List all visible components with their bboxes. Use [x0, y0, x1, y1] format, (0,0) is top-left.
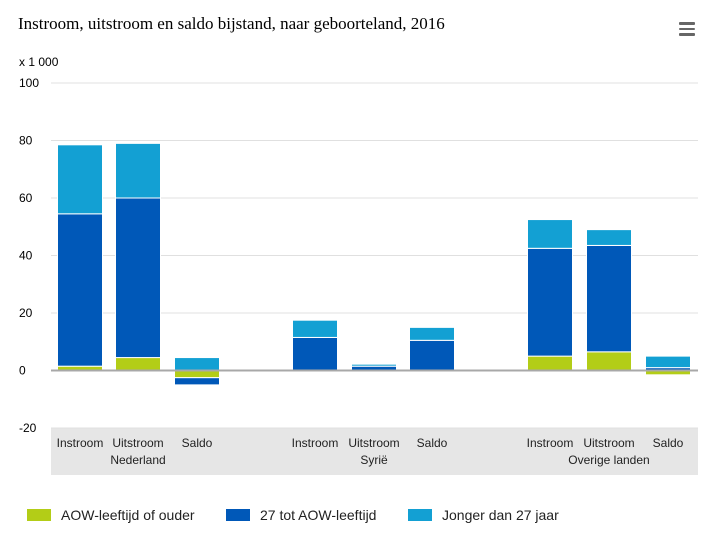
bar-segment	[351, 363, 397, 367]
x-tick-label: Saldo	[417, 436, 448, 450]
bar-segment	[115, 142, 161, 199]
chart-title: Instroom, uitstroom en saldo bijstand, n…	[18, 14, 445, 33]
bar-segment	[115, 197, 161, 359]
legend-swatch-jonger-27	[408, 509, 432, 521]
bar-segment	[174, 377, 220, 386]
x-tick-label: Syrië	[360, 453, 388, 467]
x-tick-label: Saldo	[182, 436, 213, 450]
x-tick-label: Instroom	[292, 436, 339, 450]
x-axis-label-band	[51, 428, 698, 475]
legend-label-27-aow: 27 tot AOW-leeftijd	[260, 507, 377, 523]
bar-segment	[292, 319, 338, 338]
y-tick-label: 100	[19, 76, 39, 90]
bar-segment	[174, 357, 220, 371]
hamburger-menu-icon[interactable]	[679, 22, 695, 36]
x-tick-label: Overige landen	[568, 453, 649, 467]
bar-segment	[527, 219, 573, 249]
y-tick-label: 0	[19, 364, 26, 378]
bar-segment	[409, 339, 455, 371]
legend-label-jonger-27: Jonger dan 27 jaar	[442, 507, 559, 523]
legend-item-jonger-27[interactable]: Jonger dan 27 jaar	[408, 505, 559, 525]
y-tick-label: 40	[19, 249, 33, 263]
bar-segment	[292, 336, 338, 371]
y-tick-label: 60	[19, 191, 33, 205]
bar-segment	[586, 351, 632, 371]
bar-segment	[527, 355, 573, 371]
x-tick-label: Instroom	[57, 436, 104, 450]
x-tick-label: Uitstroom	[348, 436, 399, 450]
x-tick-label: Nederland	[110, 453, 165, 467]
bar-segment	[57, 213, 103, 367]
bar-segment	[115, 357, 161, 371]
bar-segment	[174, 370, 220, 379]
x-tick-label: Uitstroom	[583, 436, 634, 450]
legend-swatch-aow	[27, 509, 51, 521]
legend-swatch-27-aow	[226, 509, 250, 521]
bar-segment	[527, 247, 573, 357]
y-tick-label: 20	[19, 306, 33, 320]
bar-segment	[409, 326, 455, 341]
y-tick-label: 80	[19, 134, 33, 148]
legend-item-aow[interactable]: AOW-leeftijd of ouder	[27, 505, 195, 525]
x-tick-label: Instroom	[527, 436, 574, 450]
bar-segment	[57, 144, 103, 215]
bar-segment	[586, 244, 632, 353]
y-axis-unit-label: x 1 000	[19, 55, 59, 69]
legend-item-27-aow[interactable]: 27 tot AOW-leeftijd	[226, 505, 376, 525]
legend-label-aow: AOW-leeftijd of ouder	[61, 507, 195, 523]
y-tick-label: -20	[19, 421, 37, 435]
bar-segment	[645, 355, 691, 369]
x-tick-label: Saldo	[653, 436, 684, 450]
x-tick-label: Uitstroom	[112, 436, 163, 450]
bar-segment	[586, 229, 632, 246]
